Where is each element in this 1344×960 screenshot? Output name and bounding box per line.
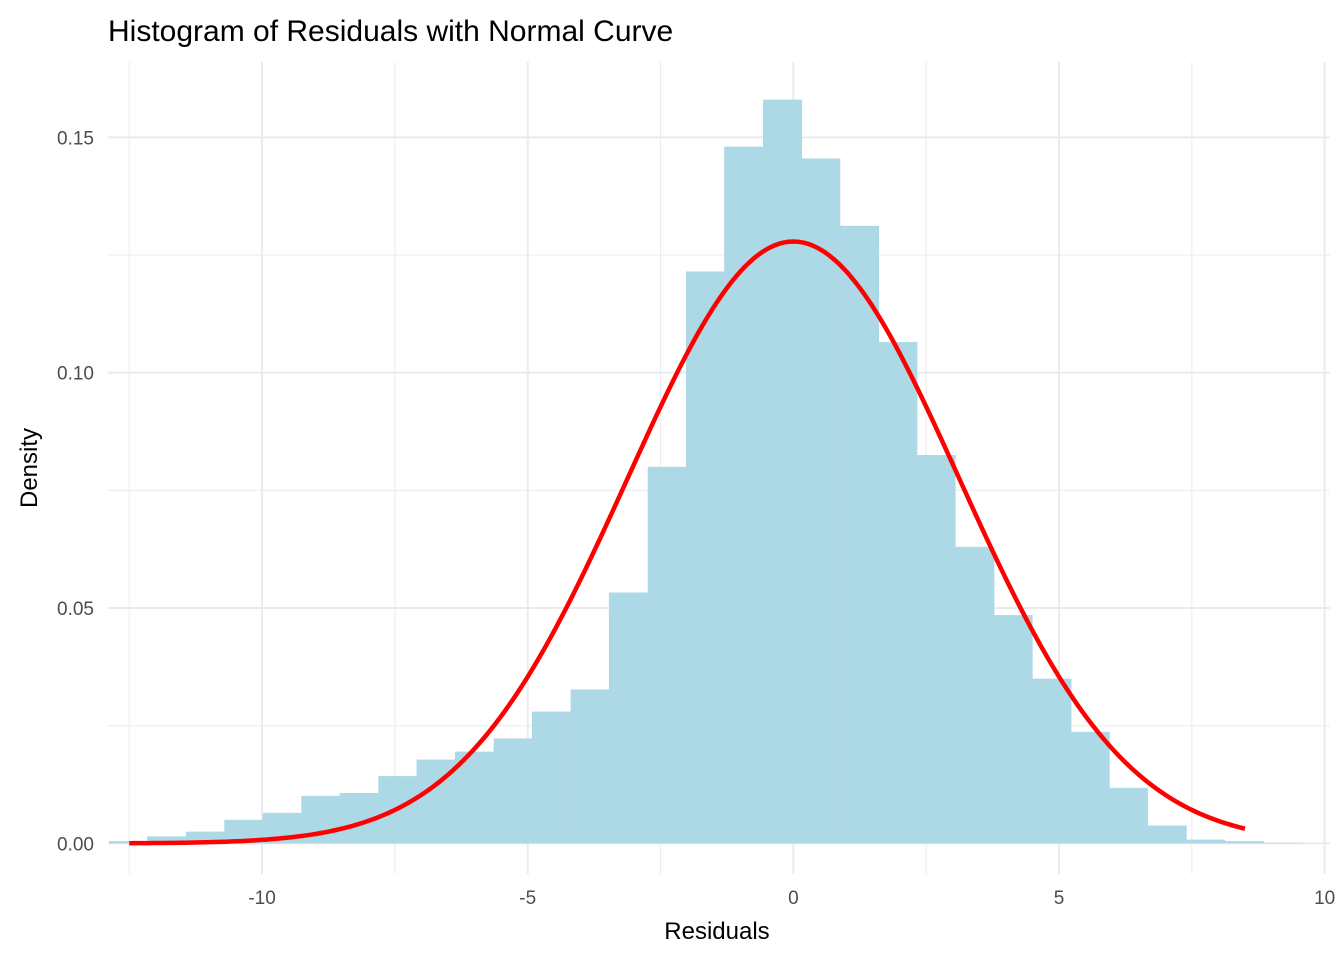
y-axis-title: Density <box>16 428 43 508</box>
x-tick-label: 5 <box>1054 888 1065 909</box>
histogram-bar <box>1032 678 1072 844</box>
histogram-bar <box>1070 731 1110 844</box>
histogram-bar <box>916 455 956 844</box>
y-tick-label: 0.05 <box>57 599 94 620</box>
chart-title: Histogram of Residuals with Normal Curve <box>108 15 673 48</box>
histogram-bar <box>147 836 187 844</box>
histogram-bar <box>801 158 841 844</box>
histogram-bar <box>570 689 610 844</box>
x-axis-ticks: -10 -5 0 5 10 <box>248 888 1335 909</box>
y-tick-label: 0.15 <box>57 128 94 149</box>
histogram-bar <box>724 146 764 844</box>
histogram-bar <box>185 831 226 844</box>
histogram-bars <box>108 99 1303 844</box>
histogram-bar <box>647 466 687 844</box>
histogram-bar <box>993 615 1033 844</box>
histogram-bar <box>224 819 264 844</box>
histogram-bar <box>1185 839 1225 844</box>
histogram-bar <box>762 99 803 844</box>
histogram-bar <box>1147 825 1187 844</box>
x-tick-label: -5 <box>519 888 536 909</box>
x-tick-label: 0 <box>788 888 799 909</box>
histogram-bar <box>685 271 726 844</box>
histogram-bar <box>454 751 494 844</box>
histogram-bar <box>531 711 571 844</box>
x-tick-label: 10 <box>1314 888 1335 909</box>
x-tick-label: -10 <box>248 888 275 909</box>
histogram-bar <box>1108 787 1148 844</box>
y-tick-label: 0.00 <box>57 834 94 855</box>
histogram-bar <box>955 546 995 844</box>
plot-panel <box>108 62 1330 874</box>
histogram-bar <box>1224 841 1264 844</box>
histogram-bar <box>840 225 880 844</box>
histogram-bar <box>493 738 533 844</box>
histogram-bar <box>108 841 149 844</box>
y-tick-label: 0.10 <box>57 364 94 385</box>
histogram-bar <box>608 592 648 844</box>
y-axis-ticks: 0.00 0.05 0.10 0.15 <box>57 128 94 855</box>
x-axis-title: Residuals <box>664 918 769 945</box>
normal-curve <box>129 239 1246 846</box>
histogram-bar <box>878 342 918 844</box>
